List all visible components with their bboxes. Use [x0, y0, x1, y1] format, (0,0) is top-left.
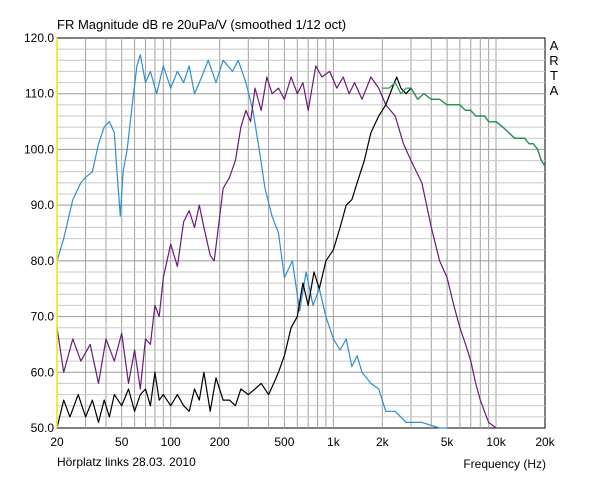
y-tick-label: 120.0	[24, 31, 54, 45]
x-tick-labels: 20 50 100 200 500 1k 2k 5k 10k 20k	[50, 435, 555, 449]
watermark-letter: T	[550, 68, 558, 83]
y-tick-labels: 50.0 60.0 70.0 80.0 90.0 100.0 110.0 120.0	[24, 31, 54, 435]
series-line-1	[56, 54, 448, 429]
y-tick-label: 70.0	[31, 310, 55, 324]
x-tick-label: 50	[115, 435, 129, 449]
x-tick-label: 10k	[486, 435, 506, 449]
x-tick-label: 200	[210, 435, 230, 449]
x-tick-label: 100	[161, 435, 181, 449]
series-line-2	[56, 65, 497, 429]
y-tick-label: 110.0	[25, 87, 54, 101]
x-tick-label: 1k	[327, 435, 341, 449]
y-tick-label: 80.0	[31, 254, 55, 268]
x-tick-label: 5k	[441, 435, 455, 449]
footer-note: Hörplatz links 28.03. 2010	[57, 455, 196, 469]
x-tick-label: 2k	[376, 435, 390, 449]
series-line-4	[382, 82, 546, 167]
x-tick-label: 20k	[535, 435, 555, 449]
x-tick-label: 20	[50, 435, 64, 449]
y-tick-label: 90.0	[31, 198, 55, 212]
watermark-letter: A	[550, 38, 559, 53]
chart-title: FR Magnitude dB re 20uPa/V (smoothed 1/1…	[57, 17, 346, 32]
y-tick-label: 100.0	[24, 142, 54, 156]
watermark-letter: R	[549, 53, 558, 68]
x-tick-label: 500	[274, 435, 294, 449]
series-layer	[56, 54, 546, 429]
x-axis-label: Frequency (Hz)	[463, 457, 546, 471]
plot-area	[56, 37, 546, 429]
watermark-letter: A	[550, 83, 559, 98]
y-tick-label: 60.0	[31, 365, 55, 379]
y-tick-label: 50.0	[31, 421, 55, 435]
